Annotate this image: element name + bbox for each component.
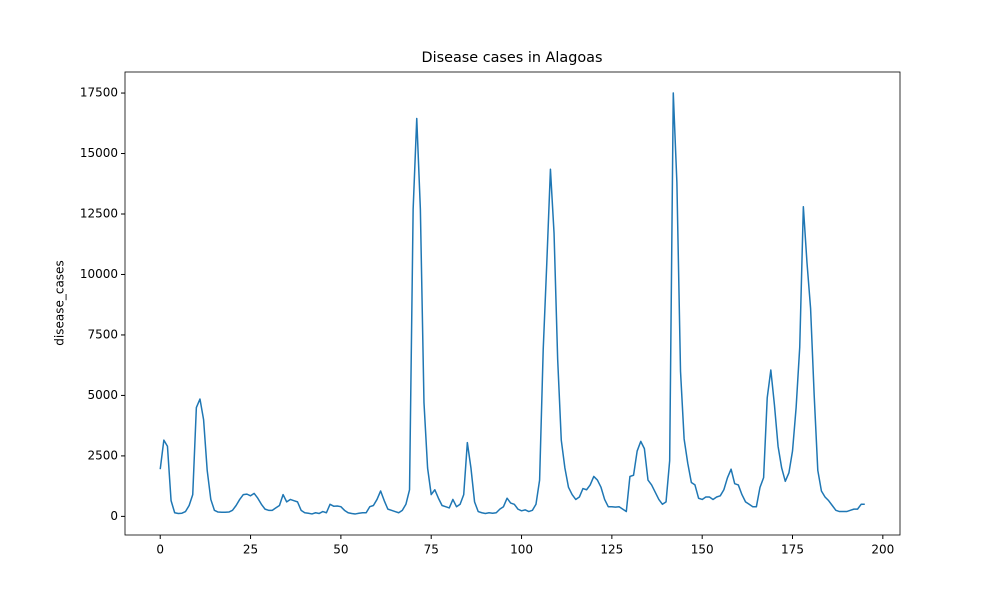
y-tick-label: 15000 [80,146,118,160]
y-tick-label: 2500 [87,448,118,462]
x-tick-label: 200 [871,543,894,557]
x-tick-label: 150 [691,543,714,557]
x-tick-label: 100 [510,543,533,557]
x-tick-label: 0 [156,543,164,557]
x-tick-label: 125 [600,543,623,557]
y-tick-label: 17500 [80,86,118,100]
y-tick-label: 5000 [87,388,118,402]
y-tick-label: 12500 [80,206,118,220]
x-tick-label: 175 [781,543,804,557]
y-tick-label: 7500 [87,327,118,341]
chart-title: Disease cases in Alagoas [422,50,603,66]
x-tick-label: 50 [333,543,348,557]
x-tick-label: 75 [424,543,439,557]
y-tick-label: 0 [110,509,118,523]
line [159,92,865,515]
x-tick-label: 25 [243,543,258,557]
y-tick-label: 10000 [80,267,118,281]
plot-frame [124,71,901,536]
y-axis-label: disease_cases [53,260,67,345]
